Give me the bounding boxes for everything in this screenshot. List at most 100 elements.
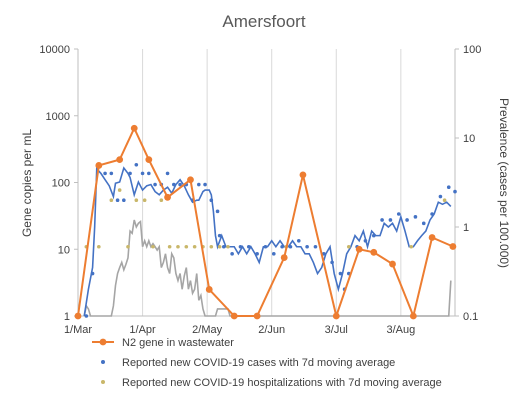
y-right-tick-label: 0.1: [463, 311, 478, 323]
cases-moving-average-line: [83, 166, 452, 317]
case-point: [288, 244, 293, 249]
case-point: [453, 189, 457, 194]
hospitalization-point: [176, 244, 180, 249]
x-tick-label: 1/Mar: [64, 324, 92, 336]
y-right-tick-label: 1: [463, 222, 469, 234]
y-axis-right-title: Prevalence (cases per 100.000): [497, 98, 511, 268]
tick-labels: 1/Mar 1/Apr 2/May 2/Jun 3/Jul 3/Aug 1 10 100 1000…: [39, 44, 481, 336]
hospitalization-point: [442, 198, 447, 203]
case-point: [140, 171, 145, 176]
wastewater-point: [280, 254, 288, 261]
y-left-tick-label: 100: [52, 178, 70, 190]
hospitalization-point: [151, 244, 155, 249]
case-point: [421, 221, 426, 226]
case-point: [430, 212, 434, 216]
y-axis-left-title: Gene copies per mL: [20, 129, 34, 237]
case-point: [128, 171, 132, 176]
x-tick-label: 2/May: [192, 324, 222, 336]
legend-cases-swatch: [101, 360, 105, 364]
case-point: [203, 182, 207, 187]
wastewater-point: [95, 162, 103, 169]
wastewater-point: [370, 248, 378, 256]
case-point: [153, 182, 157, 187]
y-right-tick-label: 10: [463, 133, 475, 145]
wastewater-point: [449, 243, 457, 250]
wastewater-point: [205, 286, 213, 293]
case-point: [109, 171, 114, 176]
case-point: [321, 251, 326, 256]
hospitalization-point: [217, 244, 222, 249]
wastewater-point: [428, 234, 436, 241]
hospitalization-point: [209, 244, 214, 249]
case-point: [413, 215, 418, 219]
x-tick-label: 3/Aug: [386, 324, 415, 336]
hospitalization-point: [97, 244, 101, 249]
legend-label: N2 gene in wastewater: [122, 337, 234, 349]
case-point: [115, 198, 120, 203]
case-point: [338, 271, 343, 276]
wastewater-point: [116, 156, 124, 164]
case-point: [363, 238, 368, 243]
hospitalization-point: [192, 244, 197, 249]
wastewater-point: [253, 312, 261, 320]
wastewater-point: [230, 312, 238, 320]
wastewater-point: [409, 312, 417, 320]
case-point: [305, 244, 309, 249]
case-point: [230, 251, 234, 256]
x-tick-label: 2/Jun: [258, 324, 285, 336]
hospitalization-point: [159, 198, 164, 203]
legend-hospitalizations-swatch: [101, 380, 105, 384]
case-point: [165, 171, 170, 176]
case-point: [396, 212, 401, 216]
wastewater-point: [355, 245, 363, 253]
y-left-tick-label: 10: [58, 244, 70, 256]
case-point: [255, 251, 259, 256]
hospitalization-point: [226, 244, 230, 249]
case-point: [246, 244, 251, 249]
hospitalization-point: [409, 244, 414, 249]
x-tick-label: 1/Apr: [129, 324, 156, 336]
case-point: [215, 209, 220, 214]
case-point: [222, 244, 226, 249]
hospitalization-point: [117, 188, 122, 192]
case-point: [380, 218, 384, 222]
y-left-tick-label: 1000: [46, 111, 70, 123]
legend: N2 gene in wastewater Reported new COVID-…: [92, 337, 442, 389]
legend-label: Reported new COVID-19 cases with 7d movi…: [122, 357, 395, 369]
case-point: [197, 182, 201, 187]
hospitalization-point: [109, 198, 114, 203]
chart-title: Amersfoort: [222, 12, 305, 31]
case-point: [271, 251, 276, 256]
plot-area: [74, 124, 457, 320]
case-point: [103, 171, 107, 176]
case-point: [122, 198, 126, 203]
case-point: [438, 194, 443, 199]
case-point: [388, 218, 393, 222]
case-point: [90, 271, 95, 276]
hospitalization-point: [126, 244, 130, 249]
wastewater-point: [299, 171, 307, 179]
wastewater-point: [389, 260, 396, 268]
legend-label: Reported new COVID-19 hospitalizations w…: [122, 377, 442, 389]
case-point: [178, 182, 182, 187]
case-point: [134, 162, 139, 167]
case-point: [296, 238, 301, 243]
case-point: [330, 260, 334, 265]
case-point: [280, 244, 284, 249]
case-point: [263, 244, 268, 249]
case-point: [238, 244, 243, 249]
wastewater-point: [74, 312, 82, 320]
wastewater-point: [130, 124, 138, 132]
wastewater-point: [145, 156, 153, 164]
case-point: [84, 314, 89, 318]
hospitalization-point: [346, 244, 351, 249]
case-point: [446, 185, 451, 190]
case-point: [371, 233, 376, 238]
wastewater-point: [164, 193, 171, 201]
y-left-tick-label: 1: [64, 311, 70, 323]
case-point: [172, 182, 176, 187]
case-point: [209, 198, 214, 203]
x-tick-label: 3/Jul: [325, 324, 348, 336]
